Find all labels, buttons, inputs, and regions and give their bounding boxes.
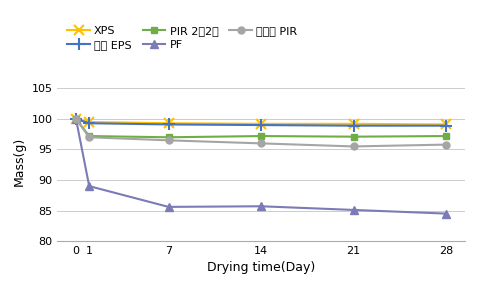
Line: 난연 EPS: 난연 EPS: [70, 113, 452, 131]
준불연 PIR: [258, 142, 264, 145]
준불연 PIR: [166, 138, 171, 142]
XPS: [443, 123, 449, 126]
준불연 PIR: [73, 117, 79, 121]
PIR 2숹2호: [351, 135, 356, 138]
PIR 2숹2호: [73, 117, 79, 121]
난연 EPS: [351, 124, 356, 127]
PF: [73, 117, 79, 121]
PF: [443, 212, 449, 216]
준불연 PIR: [351, 145, 356, 148]
Line: XPS: XPS: [71, 114, 451, 129]
X-axis label: Drying time(Day): Drying time(Day): [207, 261, 315, 275]
Line: PIR 2숹2호: PIR 2숹2호: [72, 116, 450, 141]
Legend: XPS, 난연 EPS, PIR 2숹2호, PF, 준불연 PIR: XPS, 난연 EPS, PIR 2숹2호, PF, 준불연 PIR: [63, 21, 302, 54]
PF: [258, 205, 264, 208]
난연 EPS: [86, 121, 92, 125]
난연 EPS: [166, 123, 171, 126]
난연 EPS: [443, 124, 449, 127]
Line: PF: PF: [72, 115, 450, 218]
Line: 준불연 PIR: 준불연 PIR: [72, 116, 450, 150]
XPS: [258, 122, 264, 126]
XPS: [73, 117, 79, 121]
준불연 PIR: [86, 136, 92, 139]
PF: [166, 205, 171, 209]
난연 EPS: [258, 123, 264, 127]
Y-axis label: Mass(g): Mass(g): [13, 137, 26, 186]
PIR 2숹2호: [86, 134, 92, 138]
PF: [351, 208, 356, 212]
PIR 2숹2호: [166, 136, 171, 139]
XPS: [166, 121, 171, 125]
XPS: [351, 122, 356, 126]
XPS: [86, 120, 92, 124]
PIR 2숹2호: [258, 134, 264, 138]
PF: [86, 184, 92, 188]
난연 EPS: [73, 117, 79, 121]
PIR 2숹2호: [443, 134, 449, 138]
준불연 PIR: [443, 143, 449, 146]
